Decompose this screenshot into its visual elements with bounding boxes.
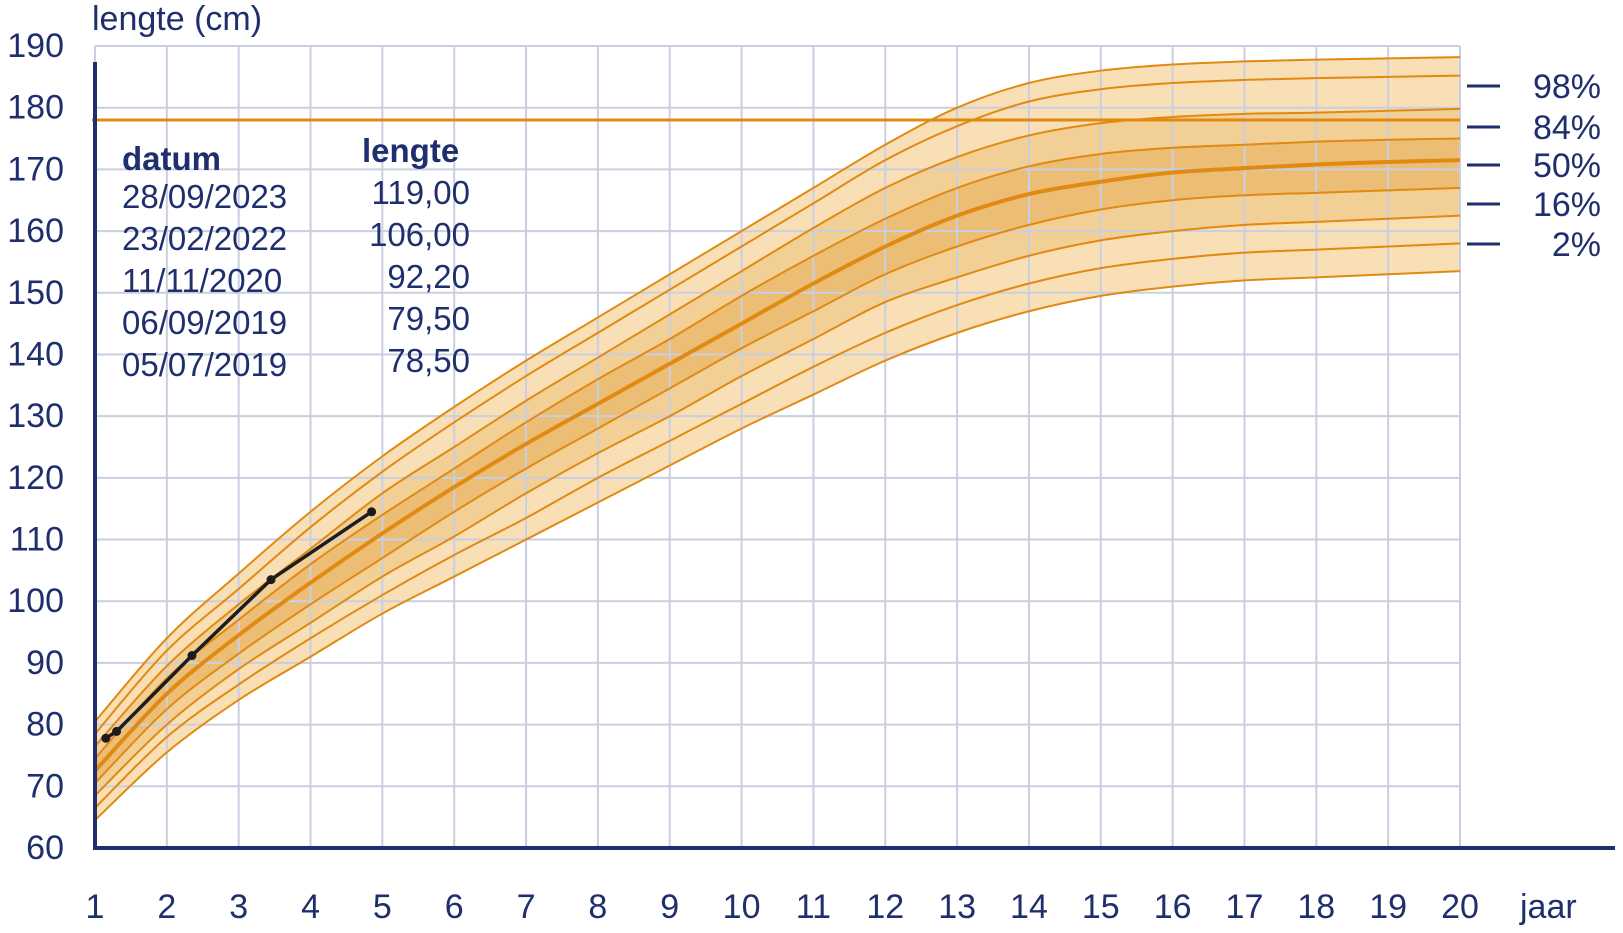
x-tick-label: 10 bbox=[723, 888, 761, 926]
y-tick-label: 190 bbox=[7, 27, 64, 65]
x-tick-label: 9 bbox=[660, 888, 679, 926]
percentile-curve bbox=[94, 270, 1461, 821]
y-axis-label: lengte (cm) bbox=[92, 0, 262, 38]
x-tick-label: 2 bbox=[157, 888, 176, 926]
measurement-point bbox=[101, 733, 111, 743]
x-tick-label: 19 bbox=[1369, 888, 1407, 926]
percentile-curve bbox=[94, 214, 1461, 797]
table-row-date: 28/09/2023 bbox=[122, 178, 287, 215]
x-tick-labels: 1 2 3 4 5 6 7 8 9 10 11 12 13 14 15 16 17 18 19 20 bbox=[86, 888, 1479, 926]
percentile-labels: 98%84%50%16%2% bbox=[1467, 68, 1601, 264]
measurement-point bbox=[112, 726, 122, 736]
table-row-date: 06/09/2019 bbox=[122, 304, 287, 341]
y-tick-label: 180 bbox=[7, 89, 64, 127]
y-tick-label: 170 bbox=[7, 150, 64, 188]
measurement-series bbox=[101, 507, 377, 743]
table-row-length: 92,20 bbox=[387, 258, 470, 295]
percentile-curve bbox=[94, 107, 1461, 747]
measurement-point bbox=[367, 507, 377, 517]
grid-lines bbox=[94, 45, 1461, 849]
y-tick-label: 160 bbox=[7, 212, 64, 250]
x-tick-label: 15 bbox=[1082, 888, 1120, 926]
x-tick-label: 5 bbox=[373, 888, 392, 926]
percentile-label: 2% bbox=[1552, 226, 1601, 264]
x-tick-label: 17 bbox=[1226, 888, 1264, 926]
x-tick-label: 13 bbox=[938, 888, 976, 926]
y-tick-label: 100 bbox=[7, 582, 64, 620]
x-tick-label: 3 bbox=[229, 888, 248, 926]
percentile-curve bbox=[94, 242, 1461, 809]
y-tick-label: 80 bbox=[26, 706, 64, 744]
y-tick-label: 70 bbox=[26, 767, 64, 805]
x-axis-label: jaar bbox=[1519, 888, 1577, 926]
measurement-point bbox=[266, 575, 276, 585]
table-row-date: 23/02/2022 bbox=[122, 220, 287, 257]
x-tick-label: 18 bbox=[1297, 888, 1335, 926]
percentile-curve bbox=[94, 74, 1461, 735]
table-row-length: 119,00 bbox=[372, 174, 470, 211]
x-tick-label: 8 bbox=[588, 888, 607, 926]
y-tick-label: 120 bbox=[7, 459, 64, 497]
table-row-date: 05/07/2019 bbox=[122, 346, 287, 383]
y-tick-label: 130 bbox=[7, 397, 64, 435]
percentile-curves bbox=[93, 56, 1461, 821]
table-row-date: 11/11/2020 bbox=[122, 262, 282, 299]
percentile-label: 98% bbox=[1533, 68, 1601, 106]
table-header-datum: datum bbox=[122, 140, 221, 177]
x-tick-label: 7 bbox=[517, 888, 536, 926]
y-tick-label: 150 bbox=[7, 274, 64, 312]
table-row-length: 78,50 bbox=[387, 342, 470, 379]
percentile-label: 84% bbox=[1533, 109, 1601, 147]
x-tick-label: 12 bbox=[866, 888, 904, 926]
percentile-bands bbox=[95, 57, 1460, 821]
y-tick-label: 110 bbox=[10, 521, 64, 559]
percentile-label: 50% bbox=[1533, 147, 1601, 185]
table-header-lengte: lengte bbox=[362, 132, 459, 169]
x-tick-label: 16 bbox=[1154, 888, 1192, 926]
x-tick-label: 4 bbox=[301, 888, 320, 926]
table-row-length: 106,00 bbox=[369, 216, 470, 253]
y-tick-label: 140 bbox=[7, 335, 64, 373]
x-tick-label: 6 bbox=[445, 888, 464, 926]
axes bbox=[93, 62, 1615, 850]
x-tick-label: 20 bbox=[1441, 888, 1479, 926]
measurement-table: datum lengte 28/09/2023 119,00 23/02/202… bbox=[122, 132, 470, 383]
percentile-curve bbox=[93, 158, 1461, 773]
x-tick-label: 11 bbox=[796, 888, 831, 926]
x-tick-label: 14 bbox=[1010, 888, 1048, 926]
percentile-curve bbox=[94, 186, 1461, 784]
y-tick-labels: 60 70 80 90 100 110 120 130 140 150 160 170 180 190 bbox=[7, 27, 64, 867]
table-row-length: 79,50 bbox=[387, 300, 470, 337]
percentile-curve bbox=[94, 56, 1461, 723]
percentile-curve bbox=[94, 137, 1461, 760]
y-tick-label: 60 bbox=[26, 829, 64, 867]
measurement-point bbox=[187, 651, 197, 661]
y-tick-label: 90 bbox=[26, 644, 64, 682]
x-tick-label: 1 bbox=[86, 888, 105, 926]
percentile-label: 16% bbox=[1533, 186, 1601, 224]
